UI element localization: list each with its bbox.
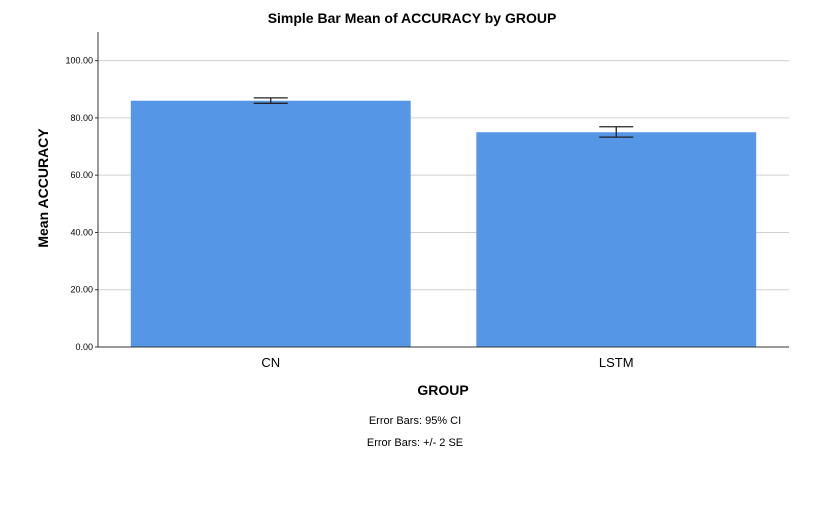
y-tick-label: 80.00 [70, 113, 93, 123]
error-bar-note-se: Error Bars: +/- 2 SE [367, 437, 463, 449]
bars [130, 100, 757, 348]
y-axis-title: Mean ACCURACY [35, 128, 51, 248]
chart-title: Simple Bar Mean of ACCURACY by GROUP [268, 10, 557, 26]
y-tick-label: 60.00 [70, 170, 93, 180]
x-tick-labels: CN LSTM [261, 355, 633, 370]
y-tick-label: 20.00 [70, 285, 93, 295]
y-tick-labels: 0.00 20.00 40.00 60.00 80.00 100.00 [65, 56, 98, 352]
bar-cn [130, 100, 411, 348]
bar-lstm [476, 132, 757, 347]
error-bars [253, 97, 634, 138]
y-tick-label: 100.00 [65, 56, 93, 66]
y-tick-label: 40.00 [70, 227, 93, 237]
x-tick-label: CN [261, 355, 280, 370]
error-bar-note-ci: Error Bars: 95% CI [369, 415, 461, 427]
x-axis-title: GROUP [417, 382, 468, 398]
y-tick-label: 0.00 [75, 342, 93, 352]
x-tick-label: LSTM [599, 355, 634, 370]
